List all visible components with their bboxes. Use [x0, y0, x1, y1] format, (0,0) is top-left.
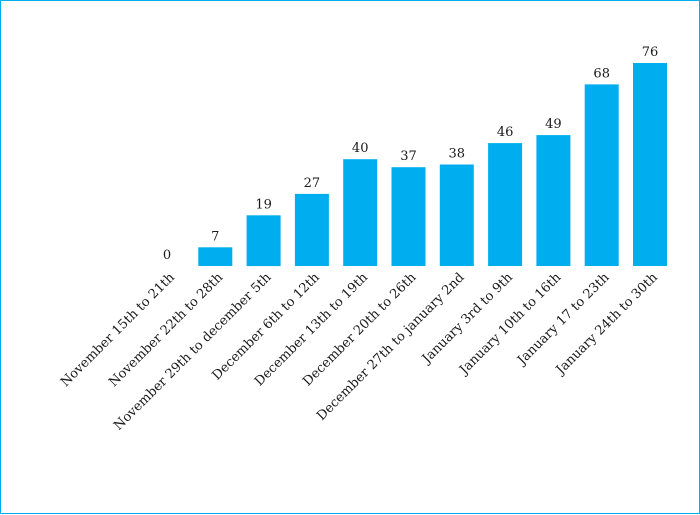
bar-1 — [198, 247, 233, 266]
value-label-3: 27 — [304, 176, 321, 191]
bar-10 — [633, 63, 667, 266]
value-label-1: 7 — [211, 229, 219, 244]
value-label-8: 49 — [545, 117, 562, 132]
bar-5 — [391, 167, 426, 266]
value-label-9: 68 — [593, 66, 610, 81]
bar-7 — [488, 143, 523, 266]
bar-9 — [584, 84, 619, 267]
value-label-4: 40 — [352, 141, 369, 156]
value-label-0: 0 — [163, 248, 171, 263]
bars-group — [198, 63, 667, 267]
value-label-6: 38 — [449, 147, 466, 162]
value-label-7: 46 — [497, 125, 514, 140]
bar-6 — [439, 164, 474, 266]
value-labels-group: 0 7 19 27 40 37 38 46 49 68 76 — [163, 45, 658, 263]
value-label-10: 76 — [642, 45, 659, 60]
category-label-7: January 3rd to 9th — [418, 270, 516, 368]
value-label-5: 37 — [400, 149, 417, 164]
category-label-9: January 17 to 23th — [513, 270, 613, 370]
value-label-2: 19 — [255, 197, 272, 212]
bar-3 — [294, 193, 329, 266]
bar-2 — [246, 215, 281, 267]
bar-8 — [536, 135, 571, 266]
bar-4 — [343, 159, 378, 266]
